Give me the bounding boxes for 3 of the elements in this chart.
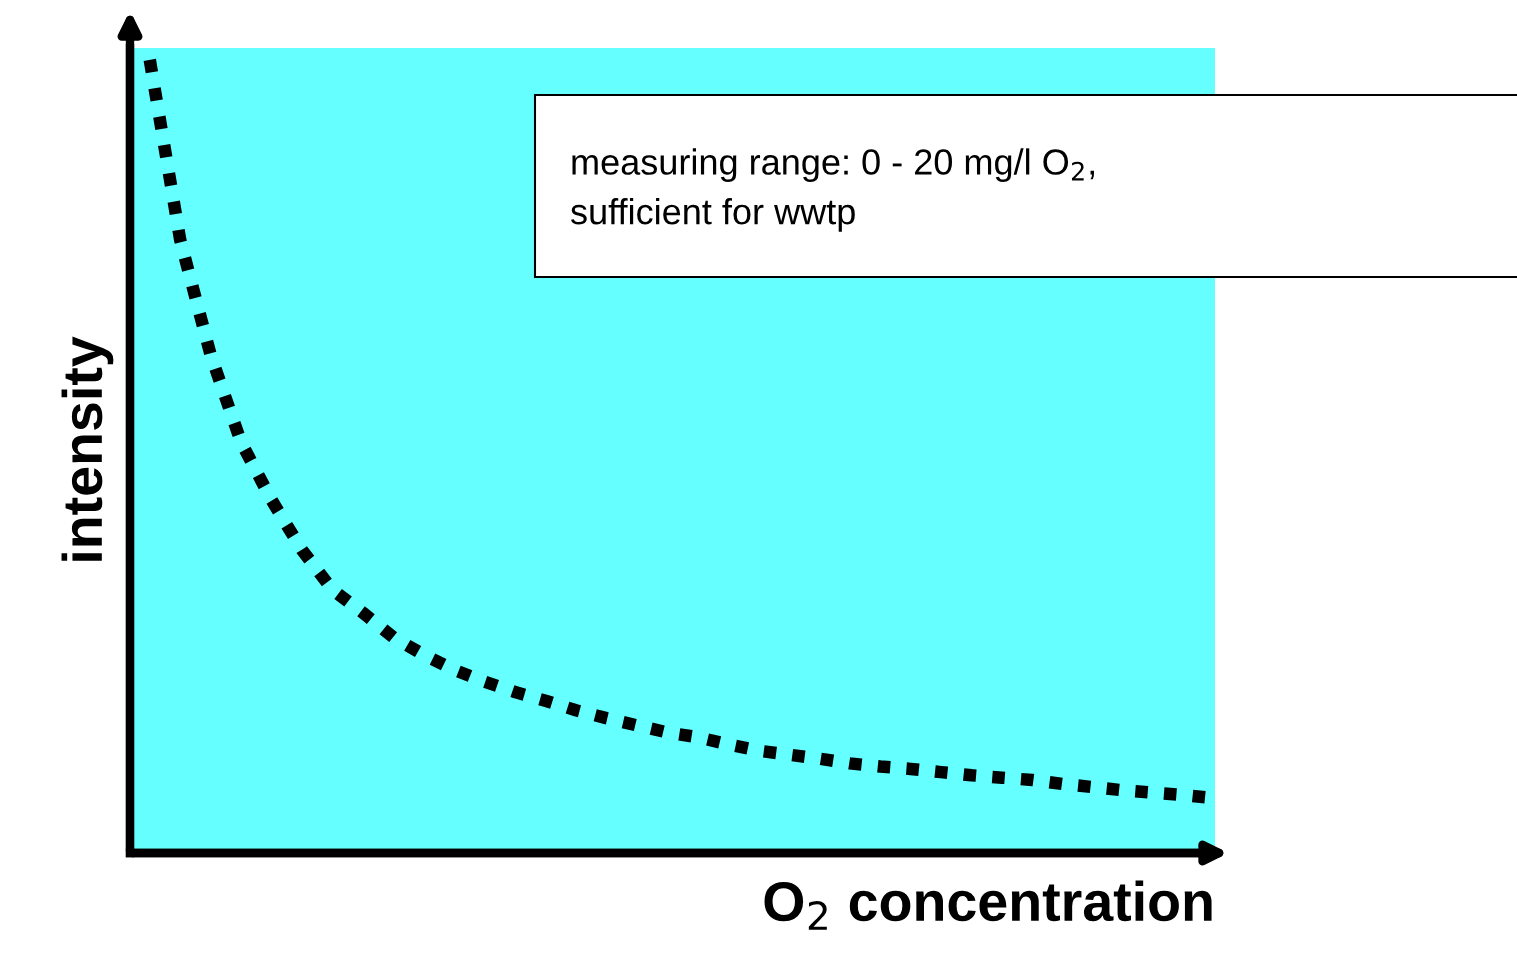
x-axis-title: O$_{2}$ concentration — [764, 880, 1212, 930]
text: measuring range: 0 - 20 mg/l O$_{2}$, sufficient for wwtp — [571, 148, 1094, 232]
y-axis-title: intensity — [61, 336, 114, 561]
